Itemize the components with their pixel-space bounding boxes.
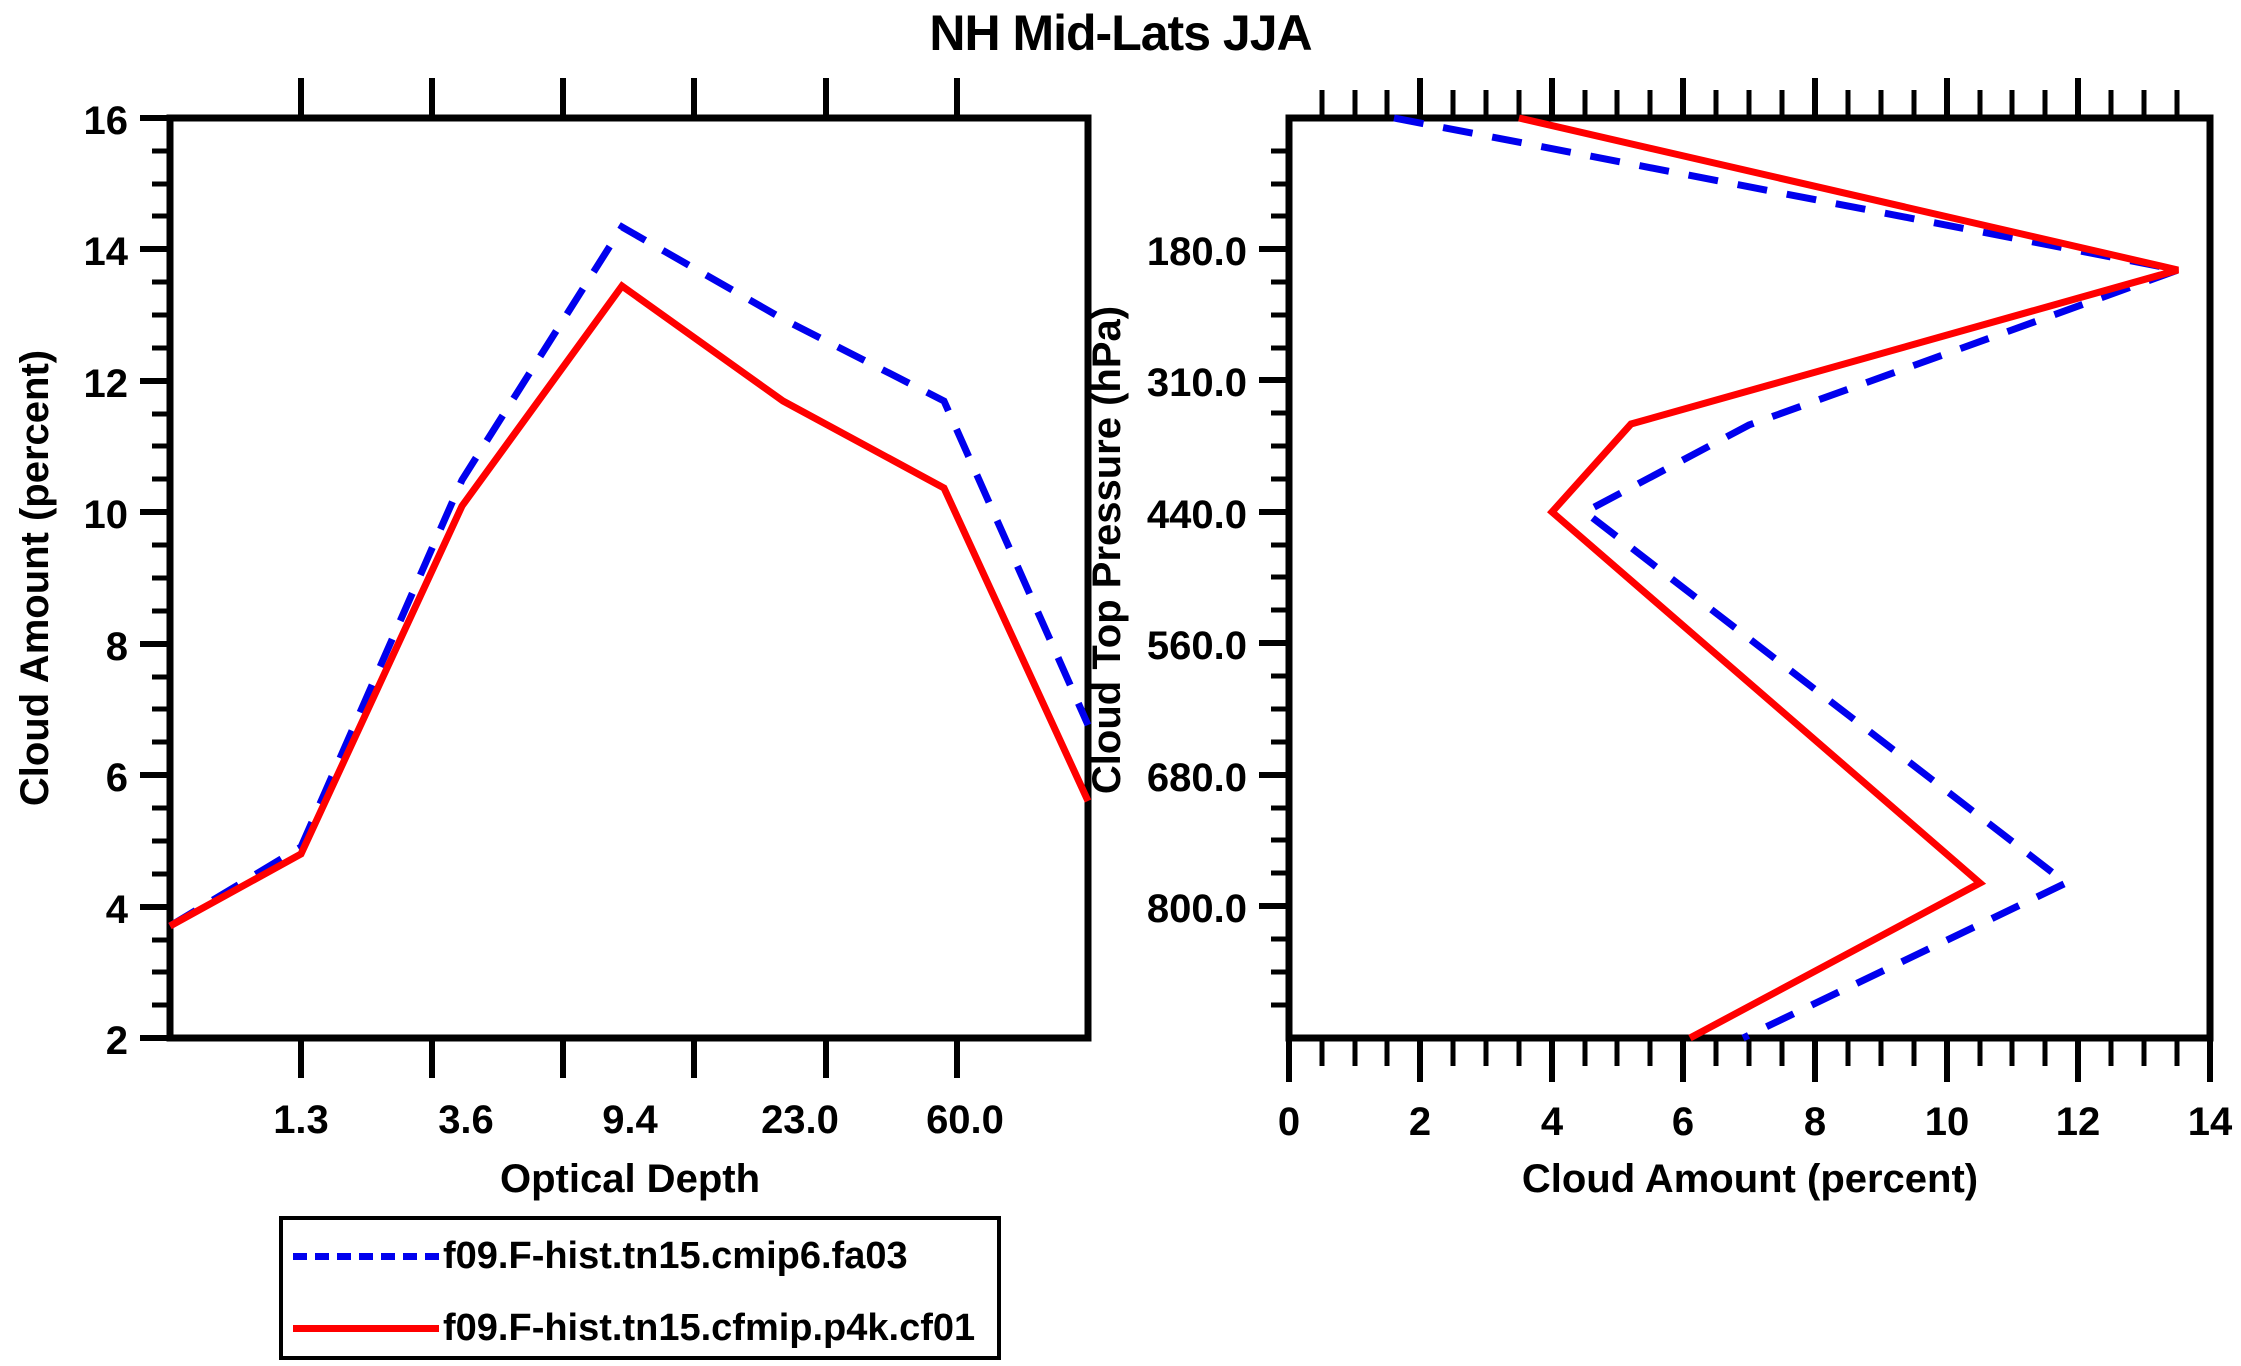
left-x-tick-label: 60.0 bbox=[926, 1098, 1004, 1142]
right-axis-frame bbox=[1285, 114, 2214, 1042]
legend-item-cmip6[interactable]: f09.F-hist.tn15.cmip6.fa03 bbox=[283, 1220, 997, 1292]
right-x-tick-labels: 0 2 4 6 8 10 12 14 bbox=[1278, 1100, 2233, 1144]
right-x-tick-label: 0 bbox=[1278, 1100, 1300, 1144]
right-x-tick-label: 6 bbox=[1672, 1100, 1694, 1144]
right-x-tick-label: 14 bbox=[2188, 1100, 2233, 1144]
legend-swatch-solid-red bbox=[293, 1324, 439, 1332]
legend-label: f09.F-hist.tn15.cfmip.p4k.cf01 bbox=[443, 1306, 976, 1349]
right-x-tick-label: 12 bbox=[2056, 1100, 2101, 1144]
left-y-tick-label: 8 bbox=[106, 625, 128, 669]
right-y-axis-title: Cloud Top Pressure (hPa) bbox=[1085, 306, 1129, 794]
left-y-tick-label: 2 bbox=[106, 1019, 128, 1063]
right-y-tick-label: 180.0 bbox=[1147, 230, 1247, 274]
right-y-ticks bbox=[1259, 148, 1289, 1008]
right-y-tick-label: 680.0 bbox=[1147, 756, 1247, 800]
left-y-tick-label: 14 bbox=[84, 230, 129, 274]
left-y-tick-label: 16 bbox=[84, 99, 129, 143]
right-y-tick-labels: 180.0 310.0 440.0 560.0 680.0 800.0 bbox=[1147, 230, 1247, 931]
shared-y-axis-title-layer: Cloud Top Pressure (hPa) bbox=[1085, 306, 1129, 794]
left-y-tick-label: 12 bbox=[84, 362, 129, 406]
left-y-tick-label: 10 bbox=[84, 493, 129, 537]
right-x-tick-label: 10 bbox=[1925, 1100, 1970, 1144]
left-x-tick-label: 1.3 bbox=[273, 1098, 329, 1142]
left-y-axis-title: Cloud Amount (percent) bbox=[13, 350, 57, 806]
left-x-tick-label: 23.0 bbox=[761, 1098, 839, 1142]
right-y-tick-label: 310.0 bbox=[1147, 361, 1247, 405]
legend-label: f09.F-hist.tn15.cmip6.fa03 bbox=[443, 1234, 908, 1277]
left-y-tick-label: 4 bbox=[106, 888, 129, 932]
right-x-tick-label: 4 bbox=[1541, 1100, 1564, 1144]
left-series-cmip6 bbox=[168, 222, 1092, 929]
left-y-tick-labels: 16 14 12 10 8 6 4 2 bbox=[84, 99, 129, 1063]
left-chart-panel: 16 14 12 10 8 6 4 2 1.3 3.6 9.4 23.0 60.… bbox=[0, 0, 1160, 1201]
left-y-tick-label: 6 bbox=[106, 756, 128, 800]
left-x-tick-label: 3.6 bbox=[438, 1098, 494, 1142]
legend-item-cfmip-p4k[interactable]: f09.F-hist.tn15.cfmip.p4k.cf01 bbox=[283, 1292, 997, 1364]
left-x-ticks bbox=[298, 78, 960, 1078]
right-series-cfmip-p4k bbox=[1518, 114, 2179, 1042]
left-y-ticks bbox=[140, 115, 170, 1041]
right-x-axis-title: Cloud Amount (percent) bbox=[1522, 1157, 1978, 1201]
right-chart-svg: 180.0 310.0 440.0 560.0 680.0 800.0 0 2 … bbox=[1147, 78, 2233, 1201]
right-y-tick-label: 800.0 bbox=[1147, 887, 1247, 931]
right-y-tick-label: 440.0 bbox=[1147, 493, 1247, 537]
left-x-tick-labels: 1.3 3.6 9.4 23.0 60.0 bbox=[273, 1098, 1004, 1142]
right-series-cmip6 bbox=[1393, 114, 2192, 1042]
left-chart-svg: 16 14 12 10 8 6 4 2 1.3 3.6 9.4 23.0 60.… bbox=[13, 78, 1092, 1201]
right-chart-panel: 180.0 310.0 440.0 560.0 680.0 800.0 0 2 … bbox=[1100, 0, 2241, 1201]
right-x-tick-label: 8 bbox=[1804, 1100, 1826, 1144]
left-x-tick-label: 9.4 bbox=[602, 1098, 658, 1142]
legend: f09.F-hist.tn15.cmip6.fa03 f09.F-hist.tn… bbox=[279, 1216, 1001, 1360]
left-axis-frame bbox=[166, 114, 1092, 1042]
page-title: NH Mid-Lats JJA bbox=[929, 5, 1312, 61]
right-x-tick-label: 2 bbox=[1409, 1100, 1431, 1144]
left-series-cfmip-p4k bbox=[168, 281, 1092, 930]
legend-swatch-dashed-blue bbox=[293, 1252, 439, 1260]
right-y-tick-label: 560.0 bbox=[1147, 624, 1247, 668]
left-x-axis-title: Optical Depth bbox=[500, 1157, 760, 1201]
right-x-ticks bbox=[1286, 78, 2213, 1082]
